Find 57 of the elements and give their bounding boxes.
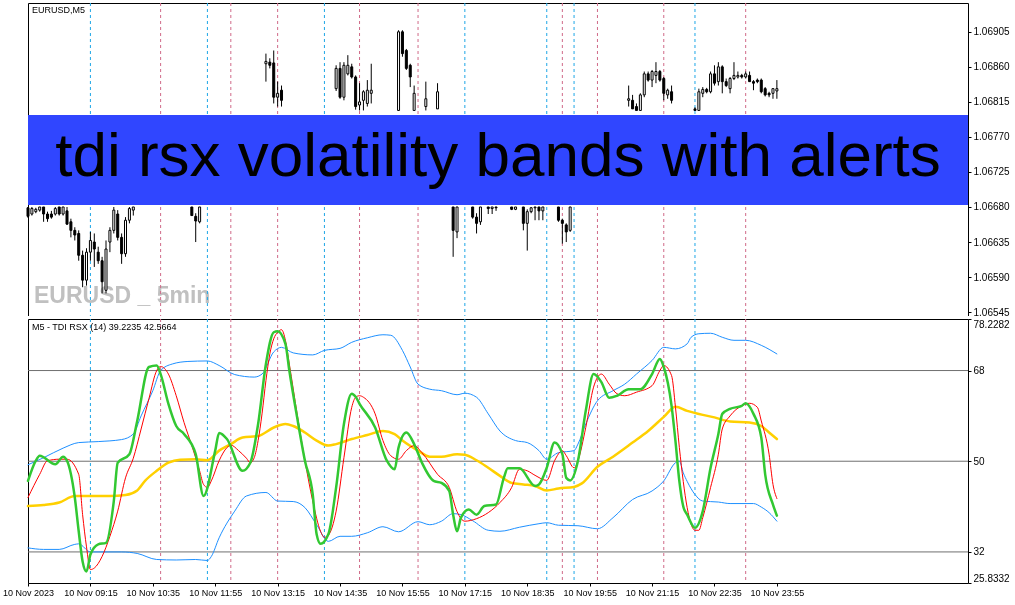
y-tick-label: 32 [973,546,986,558]
x-tick-label: 10 Nov 18:35 [500,587,555,598]
x-tick-label: 10 Nov 22:35 [688,587,742,598]
x-tick-label: 10 Nov 13:15 [251,587,305,598]
candlestick [494,206,498,212]
candlestick [361,89,365,111]
x-tick-label: 10 Nov 11:55 [189,587,243,598]
candlestick [720,64,724,94]
text: tdi rsx volatility bands with alerts [55,120,941,189]
y-tick-label: 1.06860 [973,61,1011,73]
y-tick-label: 1.06815 [973,96,1011,108]
y-tick-label: 1.06770 [973,131,1011,143]
candlestick [775,79,779,100]
x-tick-label: 10 Nov 10:35 [126,587,181,598]
candlestick [736,71,740,80]
y-tick-label: 50 [973,455,986,467]
candlestick [568,206,572,233]
candlestick [533,206,537,221]
candlestick [451,206,455,258]
annotation: EURUSD,M5 [32,5,86,15]
x-tick-label: 10 Nov 09:15 [64,587,118,598]
y-tick-label: 1.06635 [973,236,1011,248]
y-tick-label: 25.8332 [973,572,1011,584]
annotation: EURUSD _ 5min [34,282,211,308]
candlestick [92,232,96,268]
y-tick-label: 68 [973,365,986,377]
candlestick [709,71,713,94]
x-tick-label: 10 Nov 17:15 [438,587,493,598]
y-tick-label: 1.06725 [973,166,1011,178]
candlestick [412,85,416,111]
candlestick [280,85,284,108]
x-tick-label: 10 Nov 19:55 [563,587,617,598]
candlestick [697,88,701,111]
x-tick-label: 10 Nov 14:35 [313,587,368,598]
candlestick [525,208,529,252]
candlestick [537,206,541,221]
y-tick-label: 1.06545 [973,306,1011,318]
candlestick [654,61,658,84]
candlestick [436,82,440,110]
candlestick [541,206,545,221]
x-tick-label: 10 Nov 2023 [2,587,55,598]
y-tick-label: 1.06590 [973,271,1011,283]
candlestick [627,85,631,108]
x-tick-label: 10 Nov 15:55 [376,587,430,598]
x-tick-label: 10 Nov 21:15 [625,587,680,598]
candlestick [490,206,494,215]
candlestick [521,206,525,231]
x-tick-label: 10 Nov 23:55 [750,587,805,598]
candlestick [365,79,369,108]
candlestick [424,81,428,111]
candlestick [369,63,373,104]
candlestick [264,53,268,83]
chart-title: M5 - TDI RSX (14) 39.2235 42.5664 [32,322,177,332]
y-tick-label: 1.06905 [973,26,1011,38]
candlestick [716,61,720,87]
y-tick-label: 78.2282 [973,318,1011,330]
y-tick-label: 1.06680 [973,201,1011,213]
